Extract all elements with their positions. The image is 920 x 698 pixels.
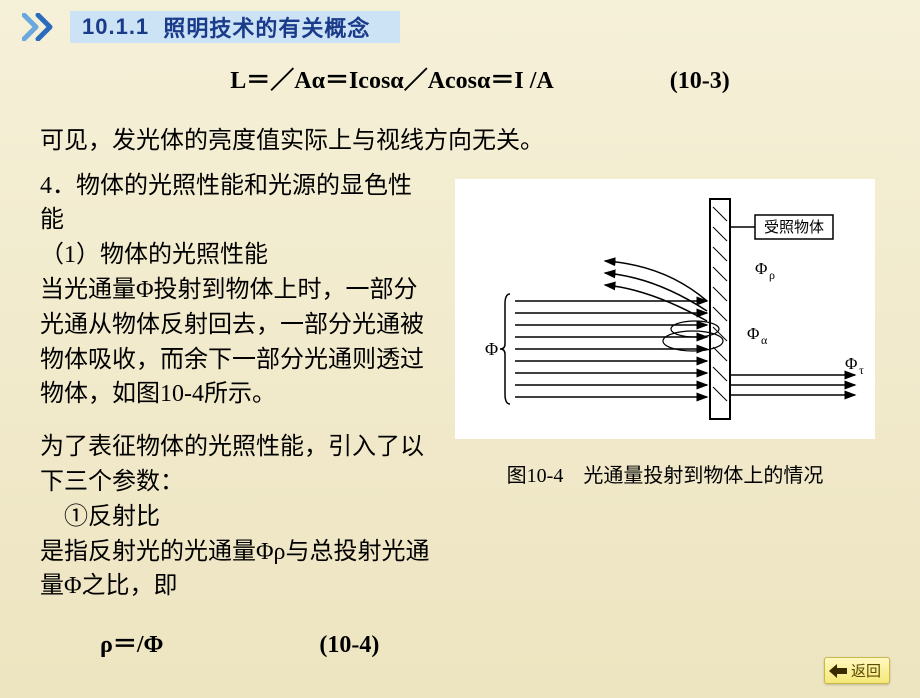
section-number: 10.1.1 — [82, 14, 149, 40]
back-button[interactable]: 返回 — [824, 657, 890, 684]
equation-10-3: L＝／Aα＝Icosα／Acosα＝I /A (10-3) — [0, 60, 920, 95]
equation-10-3-number: (10-3) — [670, 68, 730, 95]
equation-10-4-number: (10-4) — [319, 628, 379, 663]
section-title-strip: 10.1.1 照明技术的有关概念 — [70, 11, 400, 43]
equation-10-3-text: L＝／Aα＝Icosα／Acosα＝I /A — [230, 60, 554, 95]
figure-caption: 图10-4 光通量投射到物体上的情况 — [440, 459, 890, 488]
equation-10-4: ρ＝/Φ (10-4) — [40, 628, 430, 663]
section-title: 照明技术的有关概念 — [163, 11, 370, 43]
figure-label-object: 受照物体 — [764, 219, 824, 236]
left-text-column: 4．物体的光照性能和光源的显色性能 （1）物体的光照性能 当光通量Φ投射到物体上… — [0, 169, 430, 663]
two-column-layout: 4．物体的光照性能和光源的显色性能 （1）物体的光照性能 当光通量Φ投射到物体上… — [0, 169, 920, 663]
intro-line: 可见，发光体的亮度值实际上与视线方向无关。 — [40, 125, 920, 159]
item-reflectance: ①反射比 — [40, 500, 430, 535]
back-arrow-icon — [829, 664, 847, 678]
figure-label-phi-rho-sub: ρ — [769, 268, 775, 282]
paragraph-params-intro: 为了表征物体的光照性能，引入了以下三个参数： — [40, 430, 430, 500]
sub-1: （1）物体的光照性能 — [40, 238, 430, 273]
figure-label-phi-rho: Φ — [755, 259, 767, 278]
figure-10-4: 受照物体 Φ Φ ρ — [455, 179, 875, 439]
back-button-label: 返回 — [851, 660, 881, 681]
figure-label-phi: Φ — [485, 339, 498, 359]
chevrons-icon — [0, 8, 70, 46]
equation-10-4-text: ρ＝/Φ — [100, 628, 163, 663]
figure-label-phi-alpha: Φ — [747, 324, 759, 343]
paragraph-flux: 当光通量Φ投射到物体上时，一部分光通从物体反射回去，一部分光通被物体吸收，而余下… — [40, 273, 430, 412]
paragraph-reflectance-def: 是指反射光的光通量Φρ与总投射光通量Φ之比，即 — [40, 535, 430, 605]
heading-4: 4．物体的光照性能和光源的显色性能 — [40, 169, 430, 239]
figure-label-phi-tau-sub: τ — [859, 363, 864, 377]
header-bar: 10.1.1 照明技术的有关概念 — [0, 8, 920, 46]
figure-label-phi-alpha-sub: α — [761, 333, 768, 347]
right-figure-column: 受照物体 Φ Φ ρ — [430, 169, 920, 663]
figure-label-phi-tau: Φ — [845, 354, 857, 373]
